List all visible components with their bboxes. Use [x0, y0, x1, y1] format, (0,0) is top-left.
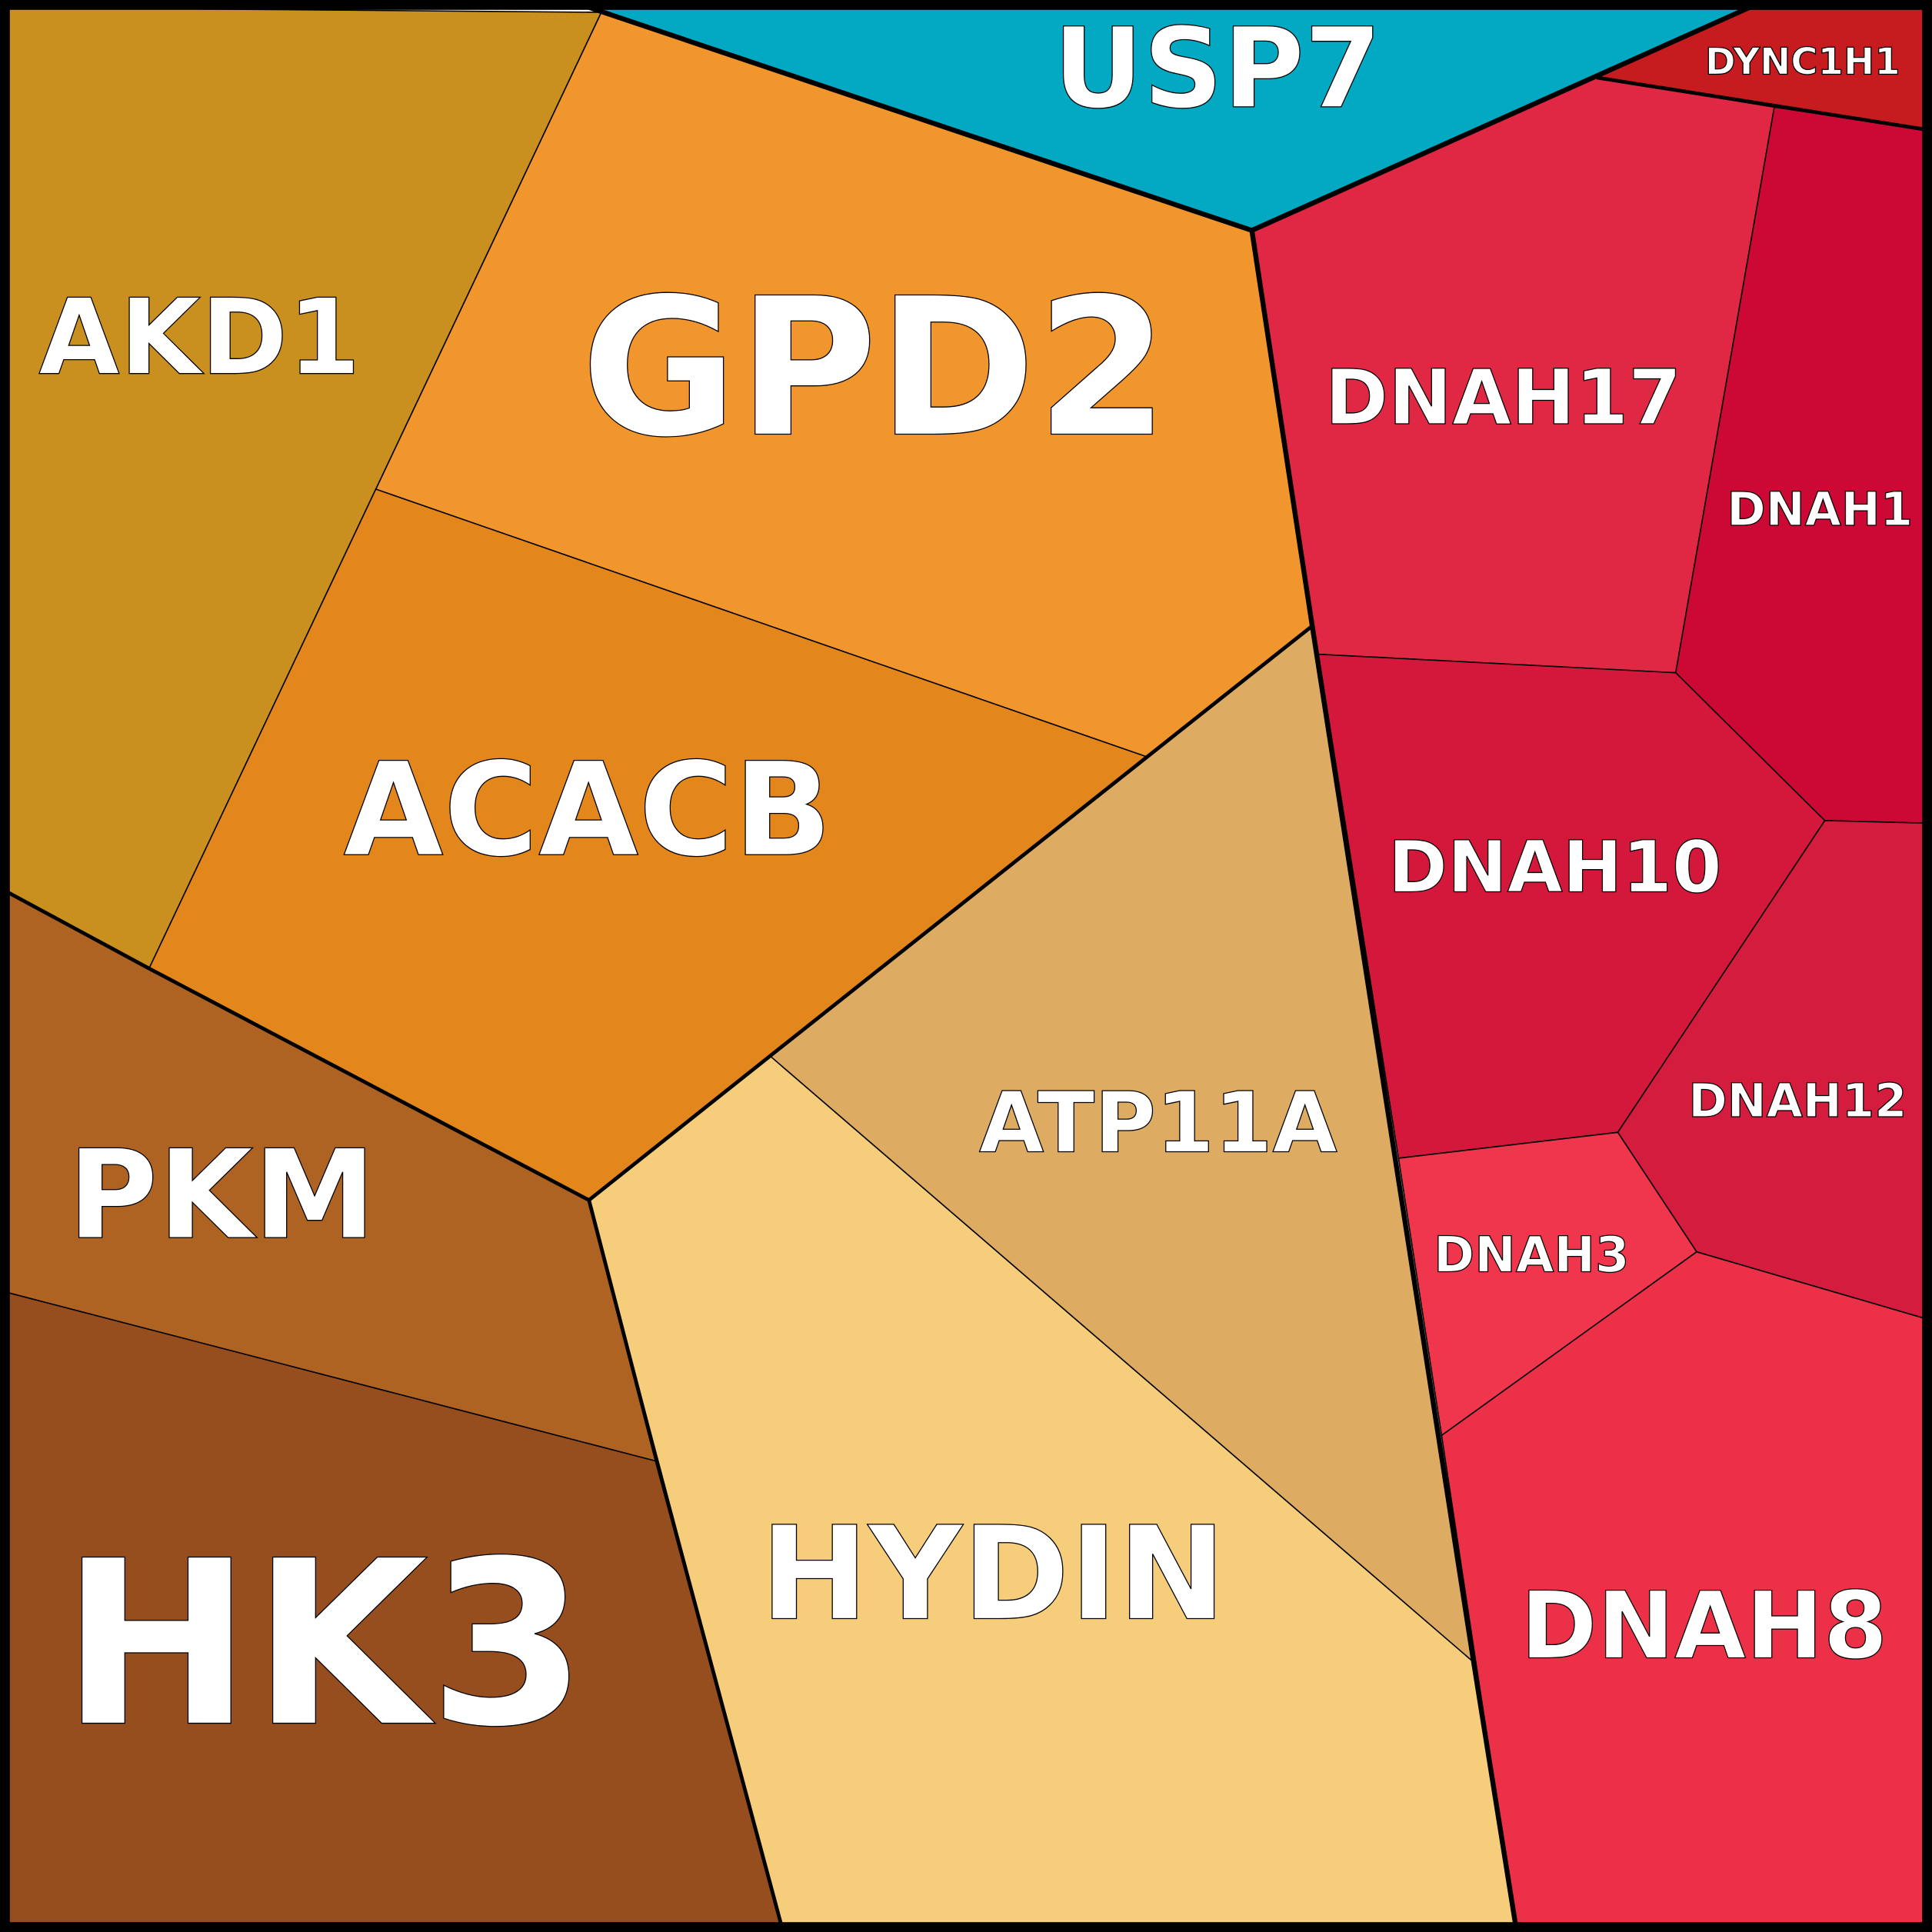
cell-label: DNAH1 [1727, 482, 1913, 537]
cell-label: PKM [68, 1123, 376, 1267]
group-border [587, 1199, 784, 1926]
cell-label: ACACB [343, 734, 831, 885]
cell-label: DNAH12 [1688, 1074, 1907, 1128]
cells [6, 6, 1926, 1926]
cell-label: ATP11A [979, 1074, 1337, 1171]
cell-label: AKD1 [38, 278, 361, 399]
cell-label: DNAH3 [1434, 1227, 1630, 1284]
cell-label: USP7 [1053, 5, 1381, 134]
cell-label: DYNC1H1 [1705, 40, 1900, 83]
labels: USP7 DYNC1H1 GPD2 AKD1 ACACB PKM HK3 HYDIN ATP11… [38, 4, 1914, 1777]
group-border [6, 624, 1314, 1203]
group-border [1249, 230, 1518, 1925]
group-border [1596, 75, 1925, 132]
cell-label: DNAH17 [1325, 354, 1682, 442]
cell-label: GPD2 [581, 257, 1169, 479]
cell-label: DNAH8 [1521, 1572, 1887, 1680]
cell-label: HK3 [61, 1512, 587, 1777]
cell-label: DNAH10 [1388, 826, 1722, 909]
cell-label: HYDIN [760, 1499, 1226, 1650]
